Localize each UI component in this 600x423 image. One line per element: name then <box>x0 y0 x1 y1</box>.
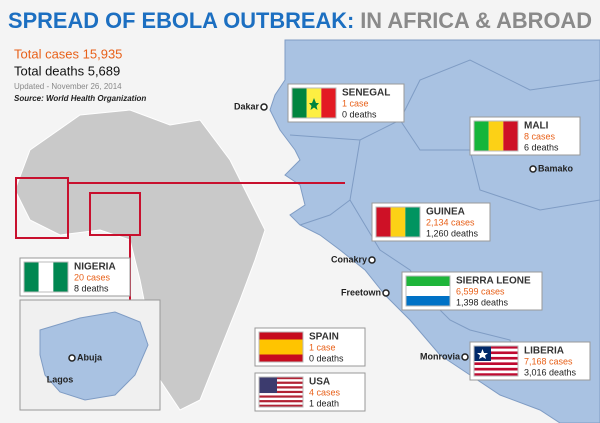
flag-border <box>473 345 519 377</box>
city-label: Lagos <box>47 374 74 384</box>
flag-stripe <box>259 388 303 391</box>
updated: Updated - November 26, 2014 <box>14 82 122 91</box>
borders <box>289 59 600 381</box>
city-label: Bamako <box>538 163 574 173</box>
flag-stripe <box>474 370 518 374</box>
flag-stripe <box>474 348 518 352</box>
flag-stripe <box>503 121 518 151</box>
city-label: Conakry <box>331 254 367 264</box>
city-label: Dakar <box>234 101 260 111</box>
flag-stripe <box>259 377 303 380</box>
flag-stripe <box>259 339 303 355</box>
flag-stripe <box>259 377 277 393</box>
flag-border <box>291 87 337 119</box>
title: SPREAD OF EBOLA OUTBREAK: IN AFRICA & ABR… <box>8 8 592 33</box>
flag-border <box>258 376 304 408</box>
flag-stripe <box>259 400 303 403</box>
flag-stripe <box>259 404 303 407</box>
flag-stripe <box>259 402 303 405</box>
country-cases: 1 case <box>309 342 336 352</box>
flag-stripe <box>474 354 518 357</box>
city-dot <box>529 165 537 173</box>
title-main: SPREAD OF EBOLA OUTBREAK: <box>8 8 354 33</box>
country-name: SENEGAL <box>342 88 390 99</box>
flag-border <box>405 275 451 307</box>
total-deaths: Total deaths 5,689 <box>14 63 120 78</box>
country-name: GUINEA <box>426 207 465 218</box>
city-dot <box>68 354 76 362</box>
flag-stripe <box>259 383 303 387</box>
country-cases: 8 cases <box>524 131 556 141</box>
country-cases: 4 cases <box>309 387 341 397</box>
flag-stripe <box>474 362 518 366</box>
flag-stripe <box>38 262 54 292</box>
country-deaths: 1,398 deaths <box>456 297 509 307</box>
country-cases: 6,599 cases <box>456 286 505 296</box>
country-name: LIBERIA <box>524 346 564 357</box>
country-name: NIGERIA <box>74 262 116 273</box>
flag-stripe <box>406 286 450 296</box>
country-cases: 20 cases <box>74 272 111 282</box>
flag-star <box>477 349 488 359</box>
flag-stripe <box>53 262 68 292</box>
flag-stripe <box>474 359 518 363</box>
city-dot <box>260 103 268 111</box>
flag-stripe <box>390 207 406 237</box>
title-sub: IN AFRICA & ABROAD <box>360 8 592 33</box>
flag-border <box>473 120 519 152</box>
country-cases: 7,168 cases <box>524 356 573 366</box>
flag-stripe <box>406 296 450 306</box>
country-name: MALI <box>524 121 549 132</box>
flag-stripe <box>259 393 303 396</box>
flag-stripe <box>474 365 518 368</box>
highlight <box>15 177 345 305</box>
flag-stripe <box>259 397 303 401</box>
country-deaths: 6 deaths <box>524 142 559 152</box>
flag-stripe <box>259 390 303 394</box>
country-deaths: 3,016 deaths <box>524 367 577 377</box>
city-dot <box>368 256 376 264</box>
city-dot <box>382 289 390 297</box>
flag-stripe <box>474 367 518 371</box>
country-deaths: 1,260 deaths <box>426 228 479 238</box>
total-cases: Total cases 15,935 <box>14 46 122 61</box>
flag-stripe <box>405 207 420 237</box>
flag-border <box>375 206 421 238</box>
flag-border <box>258 331 304 363</box>
country-deaths: 8 deaths <box>74 283 109 293</box>
city-label: Abuja <box>77 352 103 362</box>
city-label: Freetown <box>341 287 381 297</box>
flag-stripe <box>474 373 518 376</box>
city-dot <box>461 353 469 361</box>
country-cases: 2,134 cases <box>426 217 475 227</box>
flag-stripe <box>474 356 518 360</box>
flag-stripe <box>488 121 504 151</box>
flag-stripe <box>259 395 303 398</box>
flag-stripe <box>474 121 489 151</box>
flag-stripe <box>24 262 39 292</box>
flag-stripe <box>376 207 391 237</box>
flag-stripe <box>259 379 303 382</box>
country-name: SPAIN <box>309 332 339 343</box>
country-name: SIERRA LEONE <box>456 276 531 287</box>
africa-map <box>14 109 266 411</box>
city-label: Monrovia <box>420 351 461 361</box>
country-deaths: 0 deaths <box>309 353 344 363</box>
country-cases: 1 case <box>342 98 369 108</box>
nigeria-shape <box>39 311 149 401</box>
country-name: USA <box>309 377 330 388</box>
flag-border <box>23 261 69 293</box>
flag-stripe <box>292 88 307 118</box>
country-deaths: 0 deaths <box>342 109 377 119</box>
flag-stripe <box>259 381 303 384</box>
flag-star <box>309 98 319 110</box>
flag-stripe <box>259 386 303 389</box>
flag-stripe <box>474 346 518 349</box>
flag-stripe <box>406 276 450 286</box>
flag-stripe <box>474 351 518 355</box>
country-deaths: 1 death <box>309 398 339 408</box>
source: Source: World Health Organization <box>14 94 146 103</box>
flag-stripe <box>321 88 336 118</box>
